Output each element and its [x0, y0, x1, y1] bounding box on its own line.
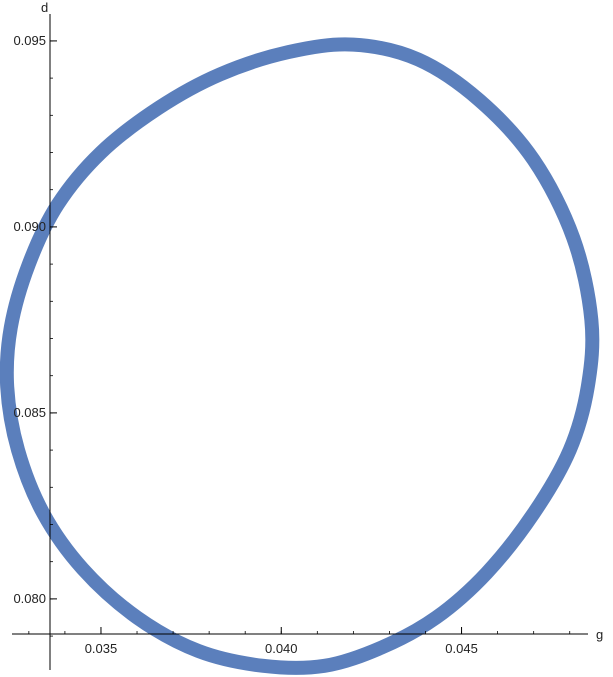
x-tick-label: 0.040 — [265, 641, 298, 656]
series-curve — [0, 37, 600, 675]
y-tick-label: 0.095 — [13, 33, 46, 48]
y-axis-label: d — [41, 0, 48, 15]
labels-layer: g d — [41, 0, 603, 642]
x-axis-label: g — [596, 627, 603, 642]
x-tick-label: 0.035 — [85, 641, 118, 656]
x-tick-label: 0.045 — [445, 641, 478, 656]
ticks-layer: 0.035 0.040 0.045 0.080 0.085 0.090 0.095 — [13, 33, 571, 656]
axes-layer — [12, 14, 588, 670]
y-tick-label: 0.080 — [13, 591, 46, 606]
curve-layer — [0, 37, 600, 675]
y-tick-label: 0.090 — [13, 219, 46, 234]
y-tick-label: 0.085 — [13, 405, 46, 420]
